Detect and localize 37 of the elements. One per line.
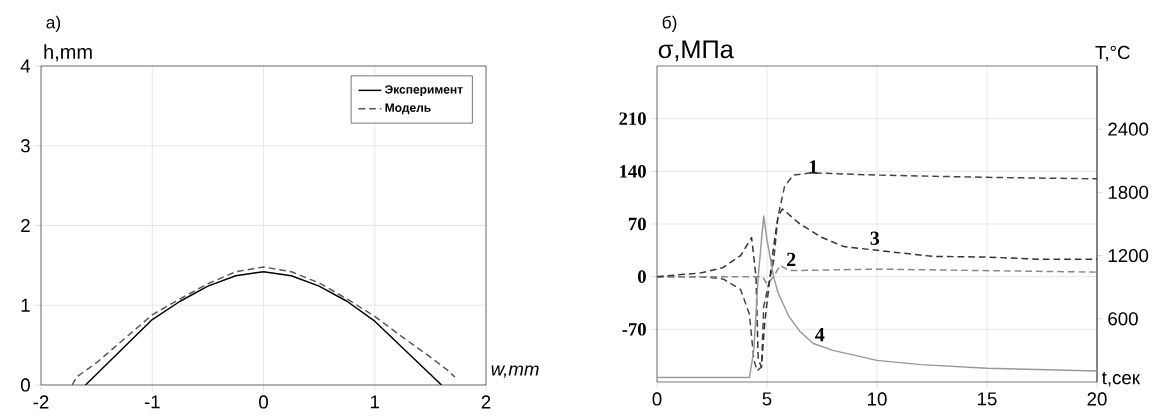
x-tick-label: 20 [1087,392,1107,406]
x-axis-title: t,сек [1101,372,1141,387]
y-tick-label: -70 [622,323,646,336]
series-label: 3 [870,231,880,245]
y2-tick-label: 600 [1108,312,1138,326]
x-tick-label: 1 [370,395,380,409]
y-tick-label: 70 [629,217,646,231]
chart-title: а) [46,15,61,32]
x-tick-label: -1 [144,395,160,409]
x-tick-label: 5 [762,392,772,406]
y2-tick-label: 1800 [1108,185,1149,200]
y-tick-label: 140 [620,165,646,178]
x-tick-label: -2 [33,395,49,409]
y-tick-label: 0 [20,378,30,392]
series-label: 1 [809,160,818,174]
y-tick-label: 1 [21,298,30,312]
series-label: 2 [787,252,796,266]
x-tick-label: 0 [652,392,662,406]
y-tick-label: 0 [637,270,646,283]
y-axis-title: h,mm [44,44,92,62]
chart-title: б) [662,15,677,32]
series-label: 4 [815,328,825,342]
y2-tick-label: 2400 [1108,122,1149,136]
y-axis-title: σ,МПа [658,40,734,62]
y2-tick-label: 1200 [1108,248,1149,263]
legend-label: Модель [385,103,431,115]
x-tick-label: 10 [868,392,887,406]
y-tick-label: 4 [20,59,31,73]
x-axis-title: w,mm [491,365,539,378]
x-tick-label: 15 [978,392,997,406]
y-tick-label: 2 [21,218,30,233]
legend-label: Эксперимент [385,85,463,97]
y2-axis-title: T,°C [1095,45,1130,62]
x-tick-label: 2 [481,395,491,409]
y-tick-label: 3 [20,139,30,153]
x-tick-label: 0 [259,395,268,409]
y-tick-label: 210 [619,112,646,125]
